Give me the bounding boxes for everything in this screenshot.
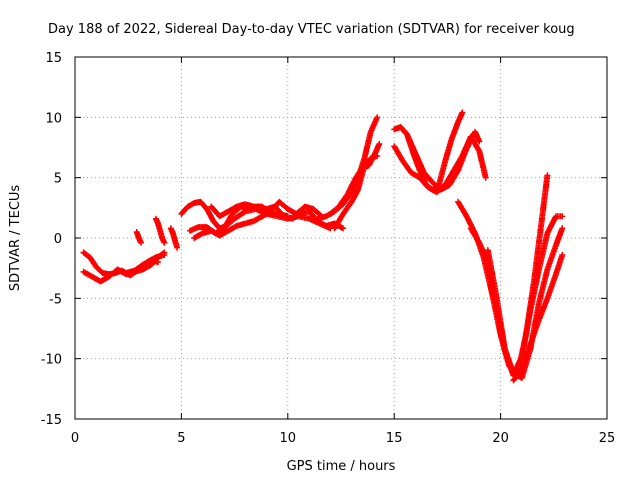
axis-ticks: 0 5 10 15 20 25 -15 -10 -5 0 5 10 15: [41, 51, 616, 446]
x-tick-label: 20: [492, 431, 509, 446]
series-track-t6: [167, 225, 181, 251]
y-tick-label: -10: [41, 353, 62, 368]
x-tick-label: 25: [599, 431, 616, 446]
series-track-t5: [152, 215, 168, 246]
x-tick-label: 5: [177, 431, 185, 446]
data-point-markers: [510, 251, 566, 384]
y-axis-label: SDTVAR / TECUs: [8, 185, 23, 292]
data-point-markers: [327, 140, 383, 217]
data-point-markers: [208, 201, 291, 220]
data-point-markers: [152, 215, 168, 246]
data-point-markers: [404, 128, 483, 193]
data-point-markers: [123, 256, 161, 276]
x-tick-label: 10: [280, 431, 297, 446]
chart-title: Day 188 of 2022, Sidereal Day-to-day VTE…: [48, 22, 575, 37]
data-point-markers: [133, 229, 144, 246]
y-tick-label: -5: [49, 292, 62, 307]
data-point-markers: [331, 152, 381, 232]
series-track-t12: [327, 140, 383, 217]
series-track-t16: [404, 128, 483, 193]
series-track-t4: [133, 229, 144, 246]
x-tick-label: 0: [71, 431, 79, 446]
y-tick-label: 5: [54, 172, 62, 187]
y-tick-label: 10: [45, 111, 62, 126]
y-tick-label: 0: [54, 232, 62, 247]
data-point-markers: [167, 225, 181, 251]
y-tick-label: -15: [41, 413, 62, 428]
series-track-t10: [208, 201, 291, 220]
series-track-t13: [331, 152, 381, 232]
series-track-t20: [510, 251, 566, 384]
x-tick-label: 15: [386, 431, 403, 446]
series-track-t3: [123, 256, 161, 276]
y-tick-label: 15: [45, 51, 62, 66]
x-axis-label: GPS time / hours: [287, 459, 396, 474]
data-points: [80, 109, 566, 384]
